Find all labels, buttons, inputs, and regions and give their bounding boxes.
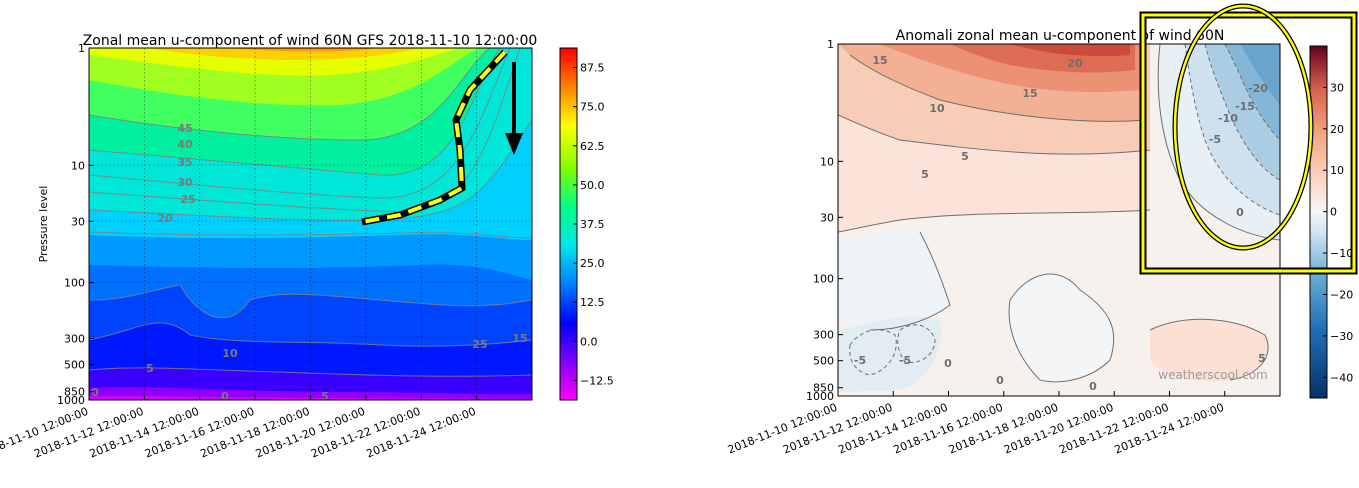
y-tick-label: 10 (820, 155, 834, 168)
colorbar-tick-label: −40 (1330, 371, 1353, 384)
y-tick-label: 100 (64, 277, 85, 290)
colorbar-tick-label: 87.5 (580, 62, 605, 75)
y-tick-label: 1 (827, 38, 834, 51)
colorbar-tick-label: 0 (1330, 206, 1337, 219)
contour-label: 30 (177, 176, 193, 189)
left-chart-title: Zonal mean u-component of wind 60N GFS 2… (83, 33, 538, 49)
colorbar-tick-label: −20 (1330, 288, 1353, 301)
contour-label: 40 (177, 138, 193, 151)
colorbar-tick-label: 37.5 (580, 218, 605, 231)
y-tick-label: 1 (78, 42, 85, 55)
right-colorbar-ticks: 30 20 10 0 −10 −20 −30 −40 (1323, 81, 1353, 384)
colorbar-tick-label: −12.5 (580, 374, 614, 387)
contour-label: 0 (91, 386, 99, 399)
colorbar-tick-label: 50.0 (580, 179, 605, 192)
colorbar-tick-label: 62.5 (580, 140, 605, 153)
colorbar-tick-label: −10 (1330, 247, 1353, 260)
y-tick-label: 500 (64, 359, 85, 372)
contour-label: 5 (921, 168, 929, 181)
y-tick-label: 100 (813, 273, 834, 286)
contour-label: -5 (899, 354, 911, 367)
y-tick-label: 1000 (806, 390, 834, 403)
colorbar-tick-label: −30 (1330, 330, 1353, 343)
contour-label: -10 (1218, 112, 1238, 125)
y-tick-label: 500 (813, 355, 834, 368)
left-y-axis-label: Pressure level (37, 186, 50, 263)
contour-label: 0 (944, 357, 952, 370)
contour-label: 10 (222, 347, 238, 360)
left-x-grid (144, 48, 477, 400)
right-contour-labels: 15 20 15 10 5 5 -5 -10-15 -20 0 -5 -5 0 0 0 5 (854, 54, 1268, 393)
left-contour-labels: 45 40 35 30 25 20 10 5 0 5 0 25 15 (91, 122, 527, 403)
colorbar-tick-label: 20 (1330, 123, 1344, 136)
watermark: weatherscool.com (1158, 368, 1268, 382)
y-tick-label: 30 (820, 211, 834, 224)
contour-label: 45 (177, 122, 192, 135)
contour-label: 20 (1067, 57, 1083, 70)
contour-label: 0 (996, 374, 1004, 387)
colorbar-tick-label: 30 (1330, 81, 1344, 94)
y-tick-label: 1000 (57, 394, 85, 407)
colorbar-tick-label: 12.5 (580, 296, 605, 309)
colorbar-tick-label: 10 (1330, 164, 1344, 177)
colorbar-tick-label: 0.0 (580, 335, 598, 348)
contour-label: 5 (321, 390, 329, 403)
y-tick-label: 850 (813, 382, 834, 395)
y-tick-label: 300 (64, 333, 85, 346)
y-tick-label: 30 (71, 215, 85, 228)
contour-label: 0 (1236, 206, 1244, 219)
descending-arrow-annotation (361, 49, 523, 226)
contour-label: 5 (1258, 352, 1266, 365)
contour-label: -20 (1248, 82, 1268, 95)
y-tick-label: 300 (813, 329, 834, 342)
contour-label: 20 (157, 212, 173, 225)
contour-label: 25 (180, 193, 195, 206)
colorbar-tick-label: 25.0 (580, 257, 605, 270)
contour-label: -15 (1235, 100, 1255, 113)
contour-label: 15 (872, 54, 887, 67)
anomaly-highlight-annotation (1139, 3, 1358, 275)
y-tick-label: 850 (64, 386, 85, 399)
contour-label: 10 (929, 102, 945, 115)
right-colorbar (1309, 45, 1328, 399)
contour-label: 0 (221, 390, 229, 403)
contour-label: 5 (961, 150, 969, 163)
left-colorbar-ticks: 87.5 75.0 62.5 50.0 37.5 25.0 12.5 0.0 −12.5 (573, 62, 614, 387)
contour-label: 15 (1022, 87, 1037, 100)
contour-label: 35 (177, 156, 192, 169)
contour-label: 15 (512, 332, 527, 345)
colorbar-tick-label: 75.0 (580, 101, 605, 114)
right-plot-area (838, 44, 1280, 396)
right-chart-title: Anomali zonal mean u-component of wind 6… (896, 28, 1225, 44)
contour-label: 0 (1089, 380, 1097, 393)
contour-label: -5 (854, 354, 866, 367)
contour-label: 25 (472, 338, 487, 351)
contour-label: -5 (1209, 133, 1221, 146)
contour-label: 5 (146, 362, 154, 375)
y-tick-label: 10 (71, 159, 85, 172)
